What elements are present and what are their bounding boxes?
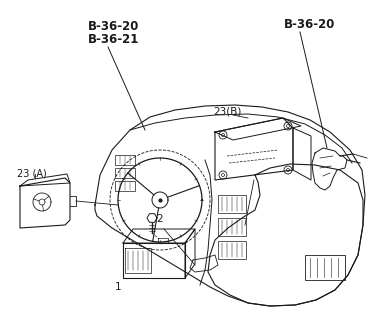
Text: B-36-21: B-36-21 xyxy=(88,33,139,46)
Text: 23 (A): 23 (A) xyxy=(17,168,47,178)
Bar xyxy=(115,168,135,178)
Text: 23(B): 23(B) xyxy=(213,107,241,117)
Text: B-36-20: B-36-20 xyxy=(88,20,139,33)
Bar xyxy=(115,155,135,165)
Text: B-36-20: B-36-20 xyxy=(284,18,335,31)
Text: 2: 2 xyxy=(156,214,163,224)
Bar xyxy=(305,255,345,280)
Bar xyxy=(218,241,246,259)
Bar xyxy=(218,195,246,213)
Bar xyxy=(218,218,246,236)
Text: 1: 1 xyxy=(115,282,122,292)
Bar xyxy=(115,181,135,191)
